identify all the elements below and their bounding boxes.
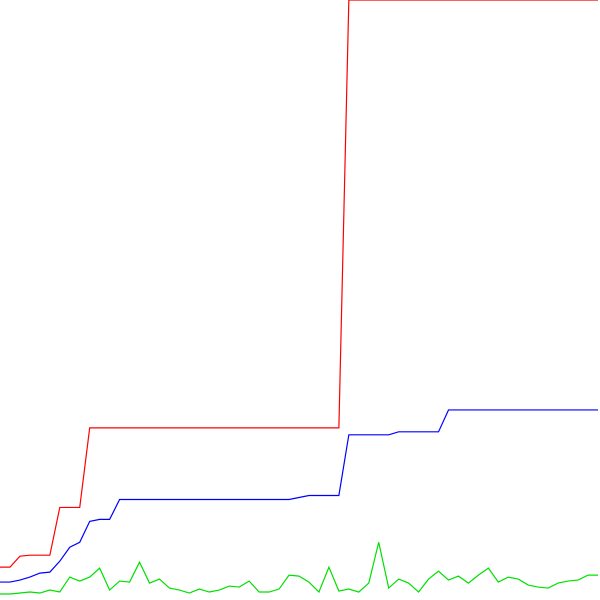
series-line-1 xyxy=(0,0,598,568)
series-line-2 xyxy=(0,409,598,583)
series-line-3 xyxy=(0,542,598,595)
